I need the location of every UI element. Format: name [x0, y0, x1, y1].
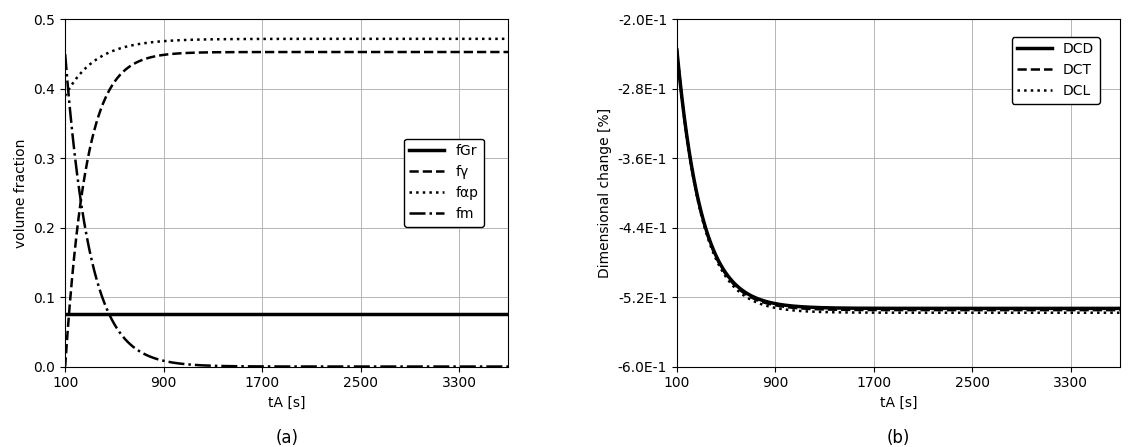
fαp — [240, 36, 254, 42]
Line: DCL: DCL — [677, 50, 1120, 313]
fαp — [501, 36, 515, 42]
DCL — [733, 289, 746, 295]
fGr — [333, 312, 347, 317]
fGr — [65, 312, 78, 317]
fGr — [319, 312, 332, 317]
fm — [65, 122, 78, 127]
Text: (b): (b) — [887, 429, 911, 447]
fm — [130, 347, 144, 352]
fαp — [333, 36, 347, 42]
DCT — [945, 308, 958, 313]
fαp — [130, 42, 144, 47]
DCT — [676, 106, 689, 111]
fm — [121, 339, 135, 345]
Legend: DCD, DCT, DCL: DCD, DCT, DCL — [1012, 37, 1100, 104]
DCD — [1114, 306, 1127, 311]
DCT — [733, 287, 746, 292]
DCL — [676, 106, 689, 112]
DCD — [930, 306, 943, 311]
X-axis label: tA [s]: tA [s] — [268, 396, 305, 410]
DCD — [676, 105, 689, 111]
Line: DCT: DCT — [677, 50, 1120, 310]
DCT — [1114, 308, 1127, 313]
fγ — [240, 49, 254, 55]
fγ — [501, 49, 515, 55]
fγ — [121, 65, 135, 71]
Line: DCD: DCD — [677, 50, 1120, 308]
DCD — [733, 286, 746, 291]
DCL — [670, 47, 684, 52]
Y-axis label: Dimensional change [%]: Dimensional change [%] — [599, 108, 612, 278]
DCD — [945, 306, 958, 311]
fαp — [58, 93, 71, 98]
DCL — [853, 310, 866, 315]
DCD — [742, 291, 755, 297]
fm — [501, 364, 515, 369]
Y-axis label: volume fraction: volume fraction — [14, 138, 28, 248]
fαp — [65, 83, 78, 88]
X-axis label: tA [s]: tA [s] — [880, 396, 917, 410]
DCL — [945, 310, 958, 316]
Legend: fGr, fγ, fαp, fm: fGr, fγ, fαp, fm — [404, 139, 484, 227]
DCT — [853, 307, 866, 312]
Text: (a): (a) — [276, 429, 298, 447]
fGr — [130, 312, 144, 317]
DCL — [742, 295, 755, 301]
DCL — [1114, 310, 1127, 316]
fαp — [121, 43, 135, 49]
fm — [319, 364, 332, 369]
Line: fαp: fαp — [65, 39, 508, 96]
fGr — [501, 312, 515, 317]
fγ — [130, 59, 144, 65]
fGr — [240, 312, 254, 317]
fαp — [319, 36, 332, 42]
fγ — [65, 282, 78, 287]
DCT — [670, 47, 684, 52]
DCT — [742, 293, 755, 299]
fm — [240, 364, 254, 369]
DCD — [670, 47, 684, 52]
fγ — [333, 49, 347, 55]
DCT — [930, 308, 943, 313]
fm — [333, 364, 347, 369]
fγ — [319, 49, 332, 55]
Line: fγ: fγ — [65, 52, 508, 367]
fm — [58, 51, 71, 57]
fGr — [58, 312, 71, 317]
fGr — [121, 312, 135, 317]
Line: fm: fm — [65, 54, 508, 367]
fγ — [58, 364, 71, 369]
DCL — [930, 310, 943, 316]
DCD — [853, 306, 866, 311]
